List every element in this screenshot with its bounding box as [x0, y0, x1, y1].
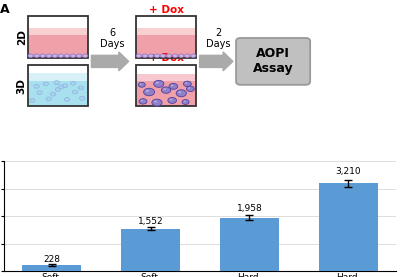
FancyArrow shape: [92, 52, 129, 71]
Circle shape: [46, 97, 52, 101]
Bar: [136, 16, 196, 58]
Circle shape: [185, 54, 190, 58]
Text: 3,210: 3,210: [336, 167, 361, 176]
Circle shape: [64, 98, 70, 101]
Circle shape: [170, 99, 172, 100]
Circle shape: [169, 83, 178, 89]
Circle shape: [76, 54, 82, 58]
Circle shape: [166, 54, 172, 58]
Bar: [136, 16, 196, 58]
Bar: [136, 65, 196, 106]
Circle shape: [139, 99, 147, 104]
Circle shape: [154, 101, 157, 102]
Bar: [28, 65, 88, 106]
Circle shape: [50, 92, 56, 96]
Circle shape: [186, 86, 194, 92]
FancyArrow shape: [200, 52, 233, 71]
Circle shape: [173, 54, 178, 58]
Circle shape: [148, 54, 154, 58]
Circle shape: [80, 96, 85, 100]
Circle shape: [62, 84, 68, 88]
Bar: [136, 74, 196, 106]
Circle shape: [72, 90, 78, 94]
Circle shape: [152, 99, 162, 106]
Circle shape: [144, 88, 154, 96]
Text: 1,552: 1,552: [138, 217, 163, 226]
Bar: [28, 28, 88, 35]
Circle shape: [82, 54, 88, 58]
Circle shape: [28, 54, 33, 58]
Circle shape: [136, 54, 141, 58]
Circle shape: [58, 85, 64, 89]
Circle shape: [161, 87, 171, 93]
Text: 228: 228: [43, 255, 60, 263]
Circle shape: [55, 88, 61, 91]
Circle shape: [40, 54, 45, 58]
Circle shape: [184, 101, 185, 102]
Circle shape: [179, 54, 184, 58]
Circle shape: [168, 98, 176, 103]
Circle shape: [188, 87, 190, 89]
Text: 3D: 3D: [17, 78, 27, 94]
Circle shape: [64, 54, 70, 58]
Bar: [28, 65, 88, 106]
Circle shape: [141, 100, 143, 101]
Circle shape: [138, 82, 145, 87]
Bar: [136, 74, 196, 81]
Circle shape: [52, 54, 58, 58]
Circle shape: [140, 83, 142, 85]
Circle shape: [70, 81, 76, 85]
Circle shape: [154, 80, 164, 87]
Circle shape: [142, 54, 148, 58]
Circle shape: [30, 99, 35, 102]
Bar: [319, 183, 378, 271]
Circle shape: [43, 82, 48, 86]
Text: 2
Days: 2 Days: [206, 28, 230, 49]
Circle shape: [154, 54, 160, 58]
Circle shape: [185, 82, 187, 84]
FancyBboxPatch shape: [236, 38, 310, 85]
Bar: [28, 16, 88, 58]
Circle shape: [171, 85, 173, 86]
Circle shape: [160, 54, 166, 58]
Circle shape: [164, 88, 166, 90]
Bar: [136, 28, 196, 35]
Circle shape: [156, 82, 158, 84]
Bar: [22, 265, 81, 271]
Circle shape: [70, 54, 76, 58]
Bar: [121, 229, 180, 271]
Circle shape: [184, 81, 191, 86]
Circle shape: [54, 81, 60, 84]
Text: + Dox: + Dox: [148, 5, 184, 15]
Bar: [136, 65, 196, 106]
Text: 2D: 2D: [17, 29, 27, 45]
Circle shape: [34, 54, 39, 58]
Circle shape: [46, 54, 51, 58]
Circle shape: [78, 86, 84, 90]
Text: 1,958: 1,958: [237, 204, 262, 214]
Bar: [28, 28, 88, 58]
Text: AOPI
Assay: AOPI Assay: [253, 47, 294, 75]
Circle shape: [182, 99, 189, 104]
Circle shape: [176, 90, 186, 97]
Text: 6
Days: 6 Days: [100, 28, 124, 49]
Text: A: A: [0, 3, 10, 16]
Bar: [136, 28, 196, 58]
Circle shape: [34, 84, 39, 88]
Text: + Dox: + Dox: [148, 53, 184, 63]
Circle shape: [146, 90, 149, 92]
Bar: [220, 217, 279, 271]
Circle shape: [58, 54, 64, 58]
Bar: [28, 16, 88, 58]
Circle shape: [37, 91, 42, 94]
Circle shape: [178, 91, 181, 93]
Circle shape: [191, 54, 196, 58]
Bar: [28, 73, 88, 106]
Bar: [28, 73, 88, 81]
